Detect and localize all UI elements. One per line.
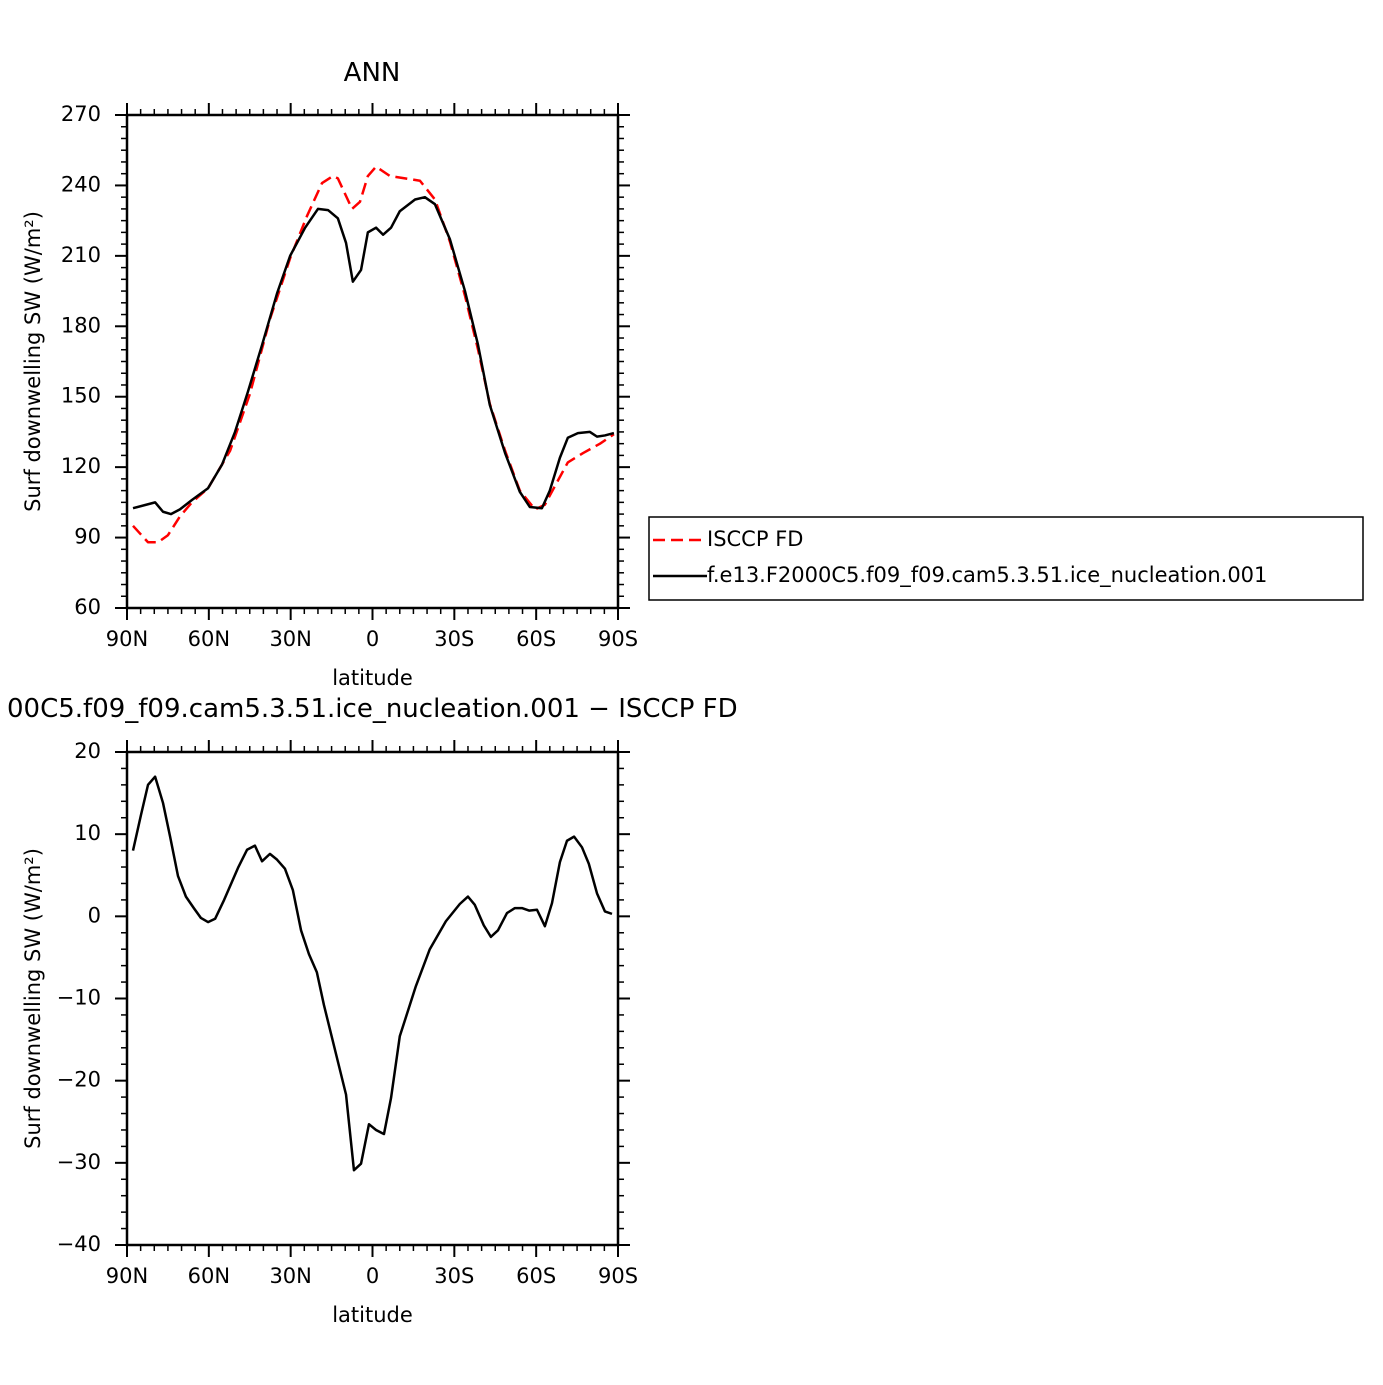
legend-label: f.e13.F2000C5.f09_f09.cam5.3.51.ice_nucl…: [707, 563, 1267, 588]
plot-frame: [125, 113, 620, 610]
x-axis-label: latitude: [332, 666, 413, 690]
y-tick-label: −40: [57, 1232, 101, 1256]
x-tick-label: 90S: [598, 627, 638, 651]
data-line: [132, 165, 615, 544]
y-tick-label: 0: [88, 903, 101, 927]
x-tick-label: 60S: [516, 1264, 556, 1288]
chart-title: ANN: [344, 58, 401, 88]
x-tick-label: 30N: [269, 1264, 311, 1288]
y-tick-label: 90: [74, 525, 101, 549]
y-tick-label: 120: [61, 454, 101, 478]
plot-frame: [125, 750, 620, 1247]
x-tick-label: 30N: [269, 627, 311, 651]
y-tick-label: 10: [74, 821, 101, 845]
y-tick-label: 60: [74, 595, 101, 619]
data-line: [132, 195, 615, 516]
legend-label: ISCCP FD: [707, 527, 803, 551]
y-tick-label: 210: [61, 243, 101, 267]
y-tick-label: 240: [61, 172, 101, 196]
y-tick-label: 150: [61, 384, 101, 408]
x-tick-label: 90N: [106, 627, 148, 651]
y-tick-label: 180: [61, 313, 101, 337]
y-axis-label: Surf downwelling SW (W/m²): [21, 211, 45, 512]
chart-title: 00C5.f09_f09.cam5.3.51.ice_nucleation.00…: [7, 694, 738, 724]
x-tick-label: 60S: [516, 627, 556, 651]
x-tick-label: 0: [366, 627, 379, 651]
x-tick-label: 90S: [598, 1264, 638, 1288]
legend-box: [648, 516, 1364, 601]
x-tick-label: 30S: [434, 627, 474, 651]
x-tick-label: 0: [366, 1264, 379, 1288]
x-tick-label: 60N: [188, 1264, 230, 1288]
y-axis-label: Surf downwelling SW (W/m²): [21, 848, 45, 1149]
x-tick-label: 90N: [106, 1264, 148, 1288]
y-tick-label: −20: [57, 1068, 101, 1092]
x-tick-label: 30S: [434, 1264, 474, 1288]
y-tick-label: 20: [74, 739, 101, 763]
data-line: [131, 775, 613, 1172]
y-tick-label: −30: [57, 1150, 101, 1174]
y-tick-label: −10: [57, 986, 101, 1010]
x-axis-label: latitude: [332, 1303, 413, 1327]
y-tick-label: 270: [61, 102, 101, 126]
x-tick-label: 60N: [188, 627, 230, 651]
